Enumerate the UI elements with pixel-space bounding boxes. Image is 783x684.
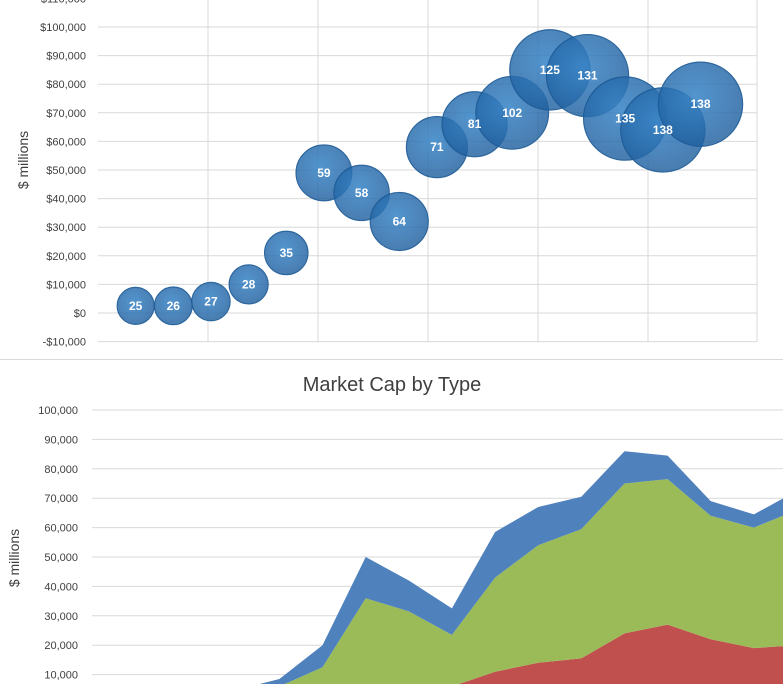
bubble-label: 64 [393,214,407,228]
bubble-label: 58 [355,186,369,200]
y-tick-label: $70,000 [46,108,86,120]
bubble-label: 131 [578,69,598,83]
bubble-chart: -$10,000 $0 $10,000 $20,000 $30,000 $40,000 $5… [15,0,758,349]
bubble-label: 71 [430,140,444,154]
y-tick-label: $10,000 [46,279,86,291]
y-tick-label: 30,000 [44,611,78,623]
y-tick-label: 90,000 [44,434,78,446]
bubble-label: 25 [129,299,143,313]
y-tick-label: $80,000 [46,79,86,91]
y-tick-label: $0 [74,308,86,320]
y-tick-label: 70,000 [44,493,78,505]
bubble [263,230,309,276]
y-tick-label: $40,000 [46,194,86,206]
bubble-label: 135 [615,112,635,126]
y-tick-label: $100,000 [40,22,86,34]
y-tick-label: 20,000 [44,640,78,652]
y-tick-label: $60,000 [46,136,86,148]
y-tick-label: $20,000 [46,251,86,263]
y-tick-label: 60,000 [44,523,78,535]
y-tick-label: 10,000 [44,670,78,682]
y-tick-label: 50,000 [44,552,78,564]
bubble-label: 138 [653,123,673,137]
bubble-label: 26 [167,299,181,313]
area-series-1 [458,624,783,684]
bubble-label: 59 [317,166,331,180]
area-series-2 [284,479,783,684]
bubble-label: 125 [540,63,560,77]
y-tick-label: 100,000 [38,405,78,417]
y-tick-label: $50,000 [46,165,86,177]
bubble [657,61,744,147]
y-tick-label: 40,000 [44,581,78,593]
bubble [369,191,429,252]
y-tick-label: 80,000 [44,464,78,476]
bubble [228,264,269,305]
bubble-label: 27 [204,295,218,309]
y-axis-title: $ millions [15,131,31,189]
bubble-label: 35 [280,246,294,260]
y-axis-title: $ millions [6,529,22,587]
chart-divider [0,359,783,360]
bubble [191,281,231,322]
bubble-label: 81 [468,117,482,131]
chart-title: Market Cap by Type [303,374,482,396]
bubble-label: 102 [502,106,522,120]
area-series-3 [259,451,783,684]
y-tick-label: -$10,000 [43,337,86,349]
y-tick-label: $30,000 [46,222,86,234]
bubble-label: 138 [690,97,710,111]
y-tick-label: $110,000 [41,0,86,5]
area-chart: Market Cap by Type 10,000 20,000 30,000 40,0… [6,374,783,684]
y-tick-label: $90,000 [46,51,86,63]
bubble-label: 28 [242,277,256,291]
